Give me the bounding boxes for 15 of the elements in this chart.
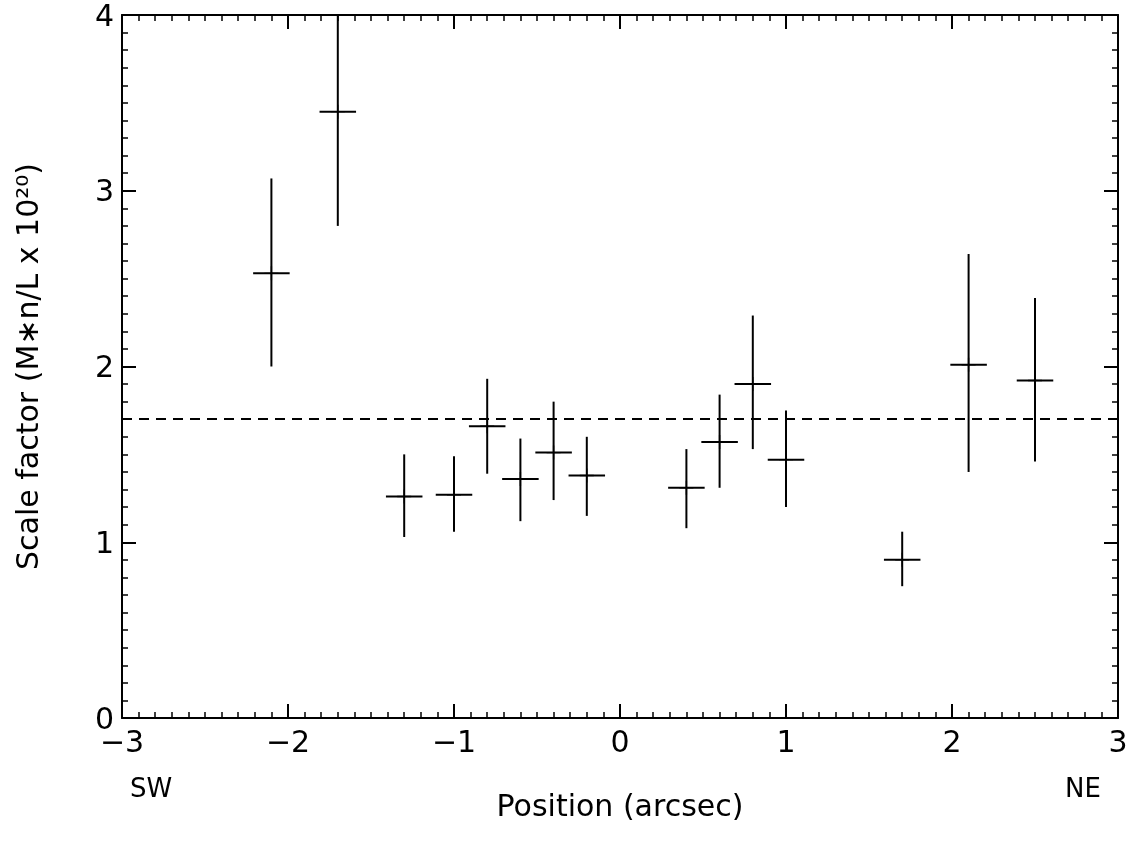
y-tick-label: 1 — [94, 524, 114, 560]
x-tick-label: 2 — [942, 723, 962, 759]
x-tick-label: −2 — [265, 723, 311, 759]
x-axis-title: Position (arcsec) — [496, 787, 744, 823]
x-tick-label: 3 — [1108, 723, 1128, 759]
text: NE — [1065, 773, 1102, 803]
x-tick-label: −1 — [431, 723, 477, 759]
text: SW — [130, 773, 173, 803]
y-tick-label: 4 — [94, 0, 114, 33]
x-tick-label: 0 — [610, 723, 630, 759]
point — [895, 552, 910, 567]
x-tick-label: 1 — [776, 723, 796, 759]
y-tick-label: 3 — [94, 173, 114, 209]
y-tick-label: 2 — [94, 349, 114, 384]
y-axis-title: Scale factor (M∗n/L x 10²⁰) — [9, 163, 45, 570]
